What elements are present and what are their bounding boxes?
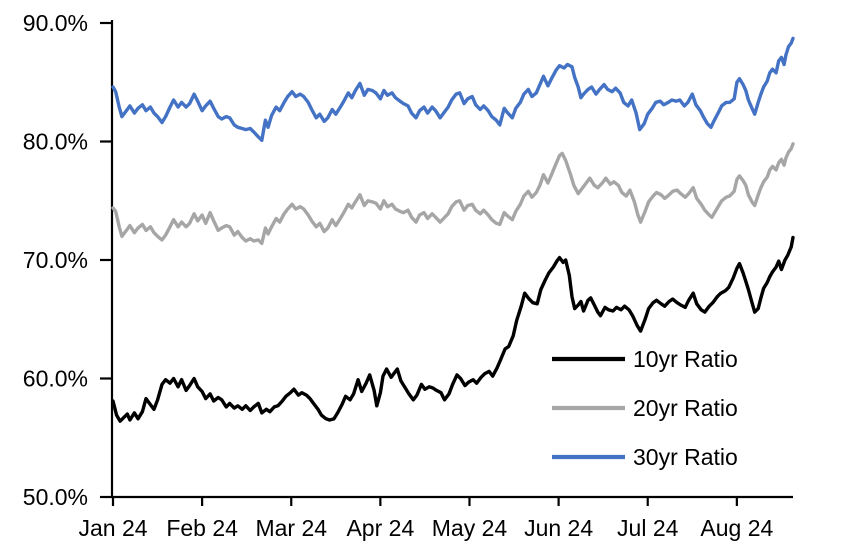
series-line-20yr-ratio	[111, 142, 795, 246]
x-tick-label: May 24	[432, 515, 508, 541]
y-tick-label: 90.0%	[23, 10, 88, 36]
series-line-10yr-ratio	[111, 235, 795, 423]
x-tick-label: Jan 24	[78, 515, 147, 541]
legend-label-20yr-ratio: 20yr Ratio	[633, 395, 738, 421]
legend-label-30yr-ratio: 30yr Ratio	[633, 444, 738, 470]
series-lines	[111, 36, 795, 423]
y-tick-label: 60.0%	[23, 366, 88, 392]
legend-item-20yr-ratio: 20yr Ratio	[552, 395, 738, 421]
legend-item-30yr-ratio: 30yr Ratio	[552, 444, 738, 470]
legend: 10yr Ratio 20yr Ratio 30yr Ratio	[552, 346, 738, 470]
x-tick-label: Jun 24	[524, 515, 593, 541]
series-line-30yr-ratio	[111, 36, 795, 143]
x-tick-label: Apr 24	[346, 515, 414, 541]
legend-item-10yr-ratio: 10yr Ratio	[552, 346, 738, 372]
x-tick-label: Mar 24	[255, 515, 327, 541]
y-tick-label: 80.0%	[23, 129, 88, 155]
y-tick-label: 70.0%	[23, 247, 88, 273]
x-tick-label: Jul 24	[617, 515, 679, 541]
y-tick-label: 50.0%	[23, 484, 88, 510]
x-tick-label: Aug 24	[700, 515, 773, 541]
legend-label-10yr-ratio: 10yr Ratio	[633, 346, 738, 372]
x-tick-label: Feb 24	[166, 515, 238, 541]
axes: 50.0% 60.0% 70.0% 80.0% 90.0% Jan 24 Feb 24 Mar…	[23, 10, 793, 541]
